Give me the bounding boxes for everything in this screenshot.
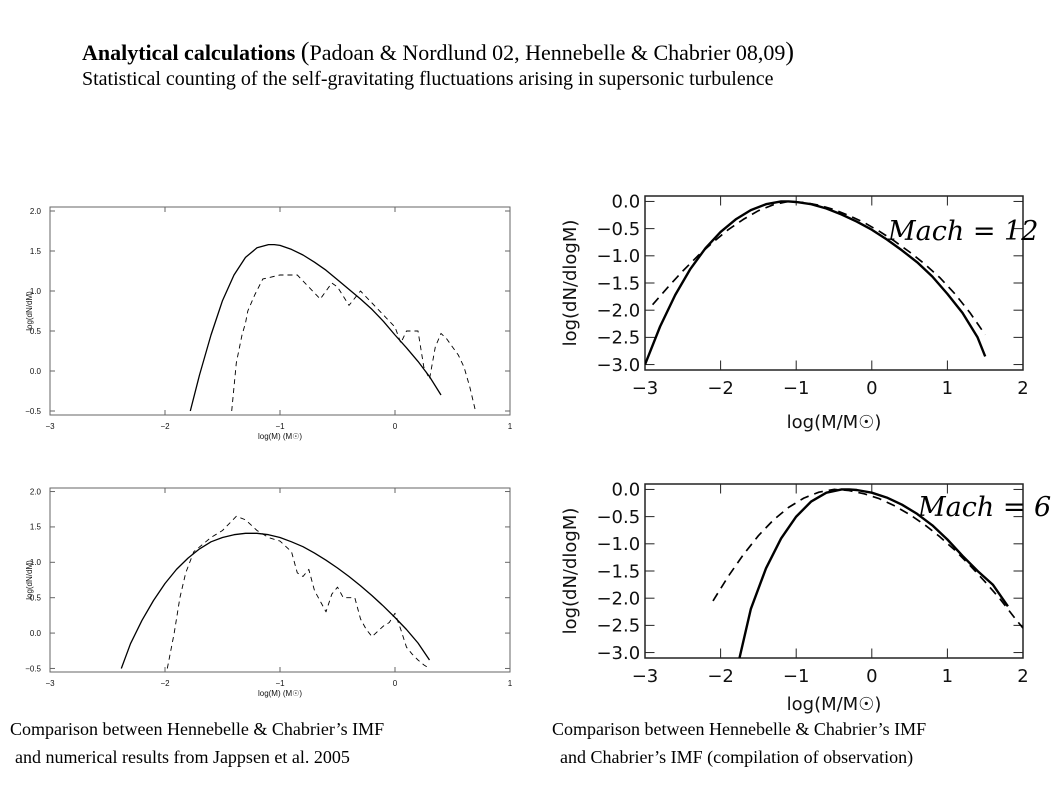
x-axis-label: log(M/M☉) xyxy=(787,694,882,715)
y-tick-label: −1.0 xyxy=(596,534,640,555)
y-tick-label: −1.0 xyxy=(596,246,640,267)
x-tick-label: 2 xyxy=(1017,666,1028,687)
caption-right-line1: Comparison between Hennebelle & Chabrier… xyxy=(552,719,927,739)
series-group xyxy=(189,243,476,412)
dashed-series-line xyxy=(231,274,476,412)
y-axis-label: log(dN/dlogM) xyxy=(560,508,581,635)
x-tick-label: −1 xyxy=(783,378,810,399)
x-tick-label: −1 xyxy=(783,666,810,687)
mach-annotation: Mach = 12 xyxy=(887,216,1038,247)
y-tick-label: 0.0 xyxy=(612,192,641,213)
x-tick-label: −3 xyxy=(632,378,659,399)
series-group xyxy=(712,488,1023,658)
x-tick-label: 1 xyxy=(508,679,513,688)
x-axis-label: log(M) (M☉) xyxy=(258,689,302,698)
citation: Padoan & Nordlund 02, Hennebelle & Chabr… xyxy=(309,40,786,65)
y-tick-label: −3.0 xyxy=(596,643,640,664)
y-tick-label: 2.0 xyxy=(30,207,42,216)
y-tick-label: 0.0 xyxy=(30,367,42,376)
y-tick-label: −1.5 xyxy=(596,273,640,294)
header: Analytical calculations (Padoan & Nordlu… xyxy=(82,38,1042,92)
mach-annotation: Mach = 6 xyxy=(917,492,1051,523)
y-axis-label: log(dN/dlogM) xyxy=(560,220,581,347)
y-tick-label: −0.5 xyxy=(25,407,41,416)
title-line: Analytical calculations (Padoan & Nordlu… xyxy=(82,38,1042,66)
x-tick-label: −2 xyxy=(160,679,170,688)
y-axis-label: log(dN/dM) xyxy=(25,560,34,600)
paren-close: ) xyxy=(785,37,795,66)
y-tick-label: −2.5 xyxy=(596,616,640,637)
dashed-series-line xyxy=(166,515,430,669)
y-tick-label: 1.0 xyxy=(30,287,42,296)
chart-top-left: −3 −2 −1 0 1 −0.5 0.0 0.5 1.0 1.5 2.0 log(M) (M☉) lo… xyxy=(25,206,513,441)
x-axis-label: log(M/M☉) xyxy=(787,412,882,433)
x-tick-label: 1 xyxy=(942,666,953,687)
solid-series-line xyxy=(738,488,1009,658)
x-tick-label: −3 xyxy=(45,422,55,431)
caption-left-line1: Comparison between Hennebelle & Chabrier… xyxy=(10,719,385,739)
series-group xyxy=(120,515,431,669)
y-tick-label: 0.5 xyxy=(30,327,42,336)
solid-series-line xyxy=(189,243,442,412)
y-tick-label: −1.5 xyxy=(596,561,640,582)
y-tick-label: −0.5 xyxy=(596,219,640,240)
paren-open: ( xyxy=(300,37,310,66)
x-tick-label: 1 xyxy=(942,378,953,399)
solid-series-line xyxy=(120,532,431,669)
x-tick-label: −2 xyxy=(707,666,734,687)
title-bold: Analytical calculations xyxy=(82,40,296,65)
y-tick-label: 1.5 xyxy=(30,247,42,256)
y-tick-label: −2.0 xyxy=(596,588,640,609)
y-tick-label: 2.0 xyxy=(30,487,42,496)
y-tick-label: 1.0 xyxy=(30,558,42,567)
series-group xyxy=(645,200,987,366)
y-tick-label: 1.5 xyxy=(30,523,42,532)
x-tick-label: −2 xyxy=(707,378,734,399)
y-tick-label: 0.0 xyxy=(30,629,42,638)
caption-right-line2: and Chabrier’s IMF (compilation of obser… xyxy=(560,747,914,767)
chart-bottom-left: −3 −2 −1 0 1 −0.5 0.0 0.5 1.0 1.5 2.0 log(M) (M☉) lo… xyxy=(25,487,513,698)
x-tick-label: 2 xyxy=(1017,378,1028,399)
x-tick-label: 0 xyxy=(866,378,877,399)
x-tick-label: 0 xyxy=(393,679,398,688)
x-tick-label: 0 xyxy=(393,422,398,431)
subtitle: Statistical counting of the self-gravita… xyxy=(82,68,774,90)
y-tick-label: −0.5 xyxy=(25,664,41,673)
y-tick-label: 0.5 xyxy=(30,593,42,602)
y-tick-label: −2.5 xyxy=(596,328,640,349)
chart-bottom-right: −3 −2 −1 0 1 2 0.0 −0.5 −1.0 −1.5 −2.0 −2.5 −3.0 log(… xyxy=(560,480,1051,715)
chart-top-right: −3 −2 −1 0 1 2 0.0 −0.5 −1.0 −1.5 −2.0 −2.5 −3.0 log(… xyxy=(560,192,1038,433)
plot-frame xyxy=(49,206,511,416)
dashed-series-line xyxy=(712,488,1023,629)
y-tick-label: 0.0 xyxy=(612,480,641,501)
y-tick-label: −2.0 xyxy=(596,300,640,321)
x-tick-label: −1 xyxy=(275,679,285,688)
x-tick-label: −1 xyxy=(275,422,285,431)
x-tick-label: −3 xyxy=(632,666,659,687)
plot-frame xyxy=(49,487,511,673)
x-axis-label: log(M) (M☉) xyxy=(258,432,302,441)
y-tick-label: −3.0 xyxy=(596,355,640,376)
x-tick-label: −3 xyxy=(45,679,55,688)
y-axis-label: log(dN/dM) xyxy=(25,291,34,331)
x-tick-label: 1 xyxy=(508,422,513,431)
x-tick-label: −2 xyxy=(160,422,170,431)
x-tick-label: 0 xyxy=(866,666,877,687)
dashed-series-line xyxy=(651,200,986,336)
caption-left-line2: and numerical results from Jappsen et al… xyxy=(15,747,350,767)
y-tick-label: −0.5 xyxy=(596,507,640,528)
